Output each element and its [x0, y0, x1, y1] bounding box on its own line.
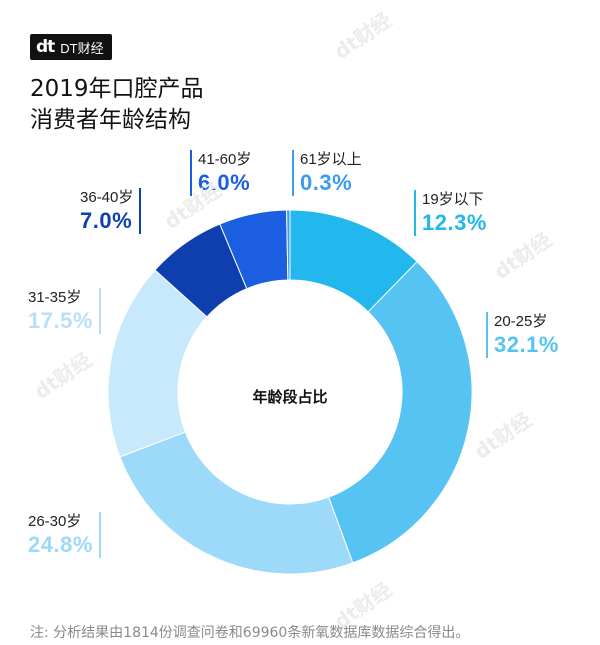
slice-age: 31-35岁 — [28, 289, 82, 306]
brand-name: DT财经 — [60, 40, 104, 56]
donut-center-label: 年龄段占比 — [252, 388, 328, 406]
slice-value: 12.3% — [422, 210, 487, 235]
slice-age: 20-25岁 — [494, 313, 548, 330]
donut-slice-2 — [119, 431, 354, 575]
donut-slice-6 — [286, 209, 291, 281]
slice-age: 36-40岁 — [80, 189, 134, 206]
slice-value: 17.5% — [28, 308, 93, 333]
slice-value: 32.1% — [494, 332, 559, 357]
slice-value: 6.0% — [198, 170, 251, 195]
slice-label-36-40: 36-40岁 7.0% — [80, 188, 142, 234]
slice-label-61-over: 61岁以上 0.3% — [292, 150, 362, 196]
slice-value: 24.8% — [28, 532, 93, 557]
slice-age: 26-30岁 — [28, 513, 82, 530]
donut-slice-1 — [327, 260, 473, 564]
slice-label-41-60: 41-60岁 6.0% — [190, 150, 251, 196]
slice-value: 7.0% — [80, 208, 133, 233]
brand-logo: dt DT财经 — [30, 34, 112, 60]
slice-label-26-30: 26-30岁 24.8% — [28, 512, 101, 558]
slice-value: 0.3% — [300, 170, 353, 195]
slice-label-20-25: 20-25岁 32.1% — [486, 312, 559, 358]
chart-title-line2: 消费者年龄结构 — [30, 107, 191, 133]
chart-title: 2019年口腔产品 消费者年龄结构 — [30, 74, 204, 136]
brand-mark: dt — [36, 37, 55, 57]
slice-label-19-under: 19岁以下 12.3% — [414, 190, 487, 236]
slice-age: 41-60岁 — [198, 151, 252, 168]
slice-age: 61岁以上 — [300, 151, 362, 168]
slice-age: 19岁以下 — [422, 191, 484, 208]
chart-title-line1: 2019年口腔产品 — [30, 76, 204, 102]
slice-label-31-35: 31-35岁 17.5% — [28, 288, 101, 334]
footnote: 注: 分析结果由1814份调查问卷和69960条新氧数据库数据综合得出。 — [30, 625, 470, 641]
